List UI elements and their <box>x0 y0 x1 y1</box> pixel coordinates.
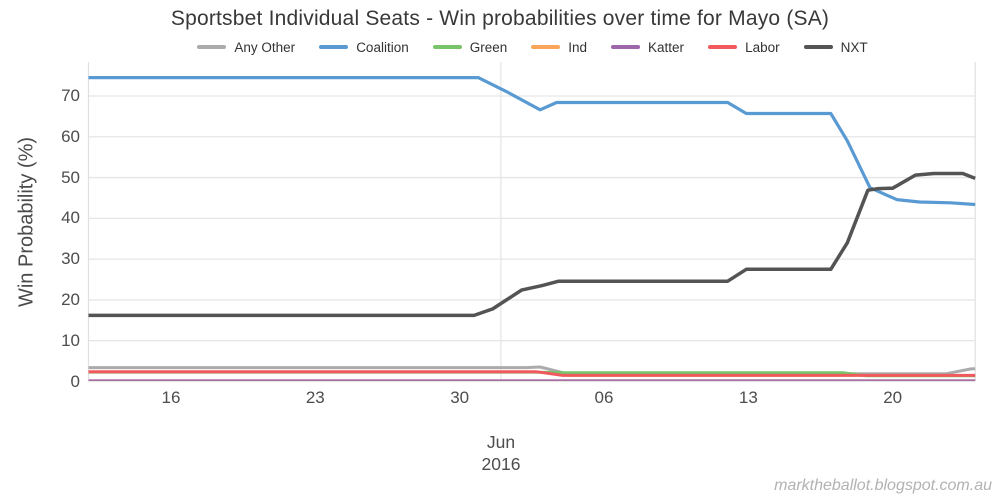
y-tick-label-20: 20 <box>61 289 80 309</box>
legend-item-labor: Labor <box>708 40 780 55</box>
x-tick-label-23: 23 <box>305 388 325 407</box>
legend-swatch-katter <box>611 44 641 50</box>
x-tick-label-16: 16 <box>161 388 181 407</box>
legend-swatch-ind <box>531 44 561 50</box>
legend: Any Other Coalition Green Ind Katter Labor NXT <box>88 39 977 55</box>
y-tick-label-60: 60 <box>61 126 80 146</box>
x-tick-label-20: 20 <box>883 388 903 407</box>
legend-swatch-nxt <box>803 44 833 50</box>
legend-item-nxt: NXT <box>803 39 868 55</box>
legend-label-nxt: NXT <box>840 39 868 55</box>
y-tick-label-0: 0 <box>70 371 80 391</box>
series-line-coalition <box>88 75 976 207</box>
watermark: marktheballot.blogspot.com.au <box>774 477 992 494</box>
y-tick-label-70: 70 <box>61 85 80 105</box>
legend-swatch-green <box>432 44 462 50</box>
legend-label-katter: Katter <box>648 39 685 55</box>
y-tick-label-10: 10 <box>61 330 80 350</box>
legend-swatch-labor <box>708 44 738 50</box>
legend-swatch-coalition <box>319 44 349 50</box>
legend-item-katter: Katter <box>611 40 684 55</box>
legend-swatch-any-other <box>197 44 227 50</box>
y-tick-label-50: 50 <box>61 167 80 187</box>
series-line-nxt <box>88 171 976 318</box>
legend-item-ind: Ind <box>531 40 587 55</box>
legend-label-labor: Labor <box>745 39 780 55</box>
legend-label-green: Green <box>469 39 508 55</box>
x-tick-label-06: 06 <box>594 388 614 407</box>
y-tick-label-40: 40 <box>61 208 80 228</box>
legend-label-coalition: Coalition <box>356 39 409 55</box>
legend-item-green: Green <box>432 39 508 55</box>
chart-title: Sportsbet Individual Seats - Win probabi… <box>170 7 830 30</box>
series-line-labor <box>88 370 976 377</box>
x-tick-label-13: 13 <box>738 388 758 407</box>
x-tick-label-30: 30 <box>450 388 470 407</box>
legend-item-any-other: Any Other <box>197 40 295 55</box>
y-tick-label-30: 30 <box>61 249 80 269</box>
legend-item-coalition: Coalition <box>319 40 409 55</box>
x-axis-month-label: Jun <box>486 432 516 452</box>
legend-label-any-other: Any Other <box>234 39 296 55</box>
legend-label-ind: Ind <box>568 39 588 55</box>
x-axis-year-label: 2016 <box>481 454 521 474</box>
